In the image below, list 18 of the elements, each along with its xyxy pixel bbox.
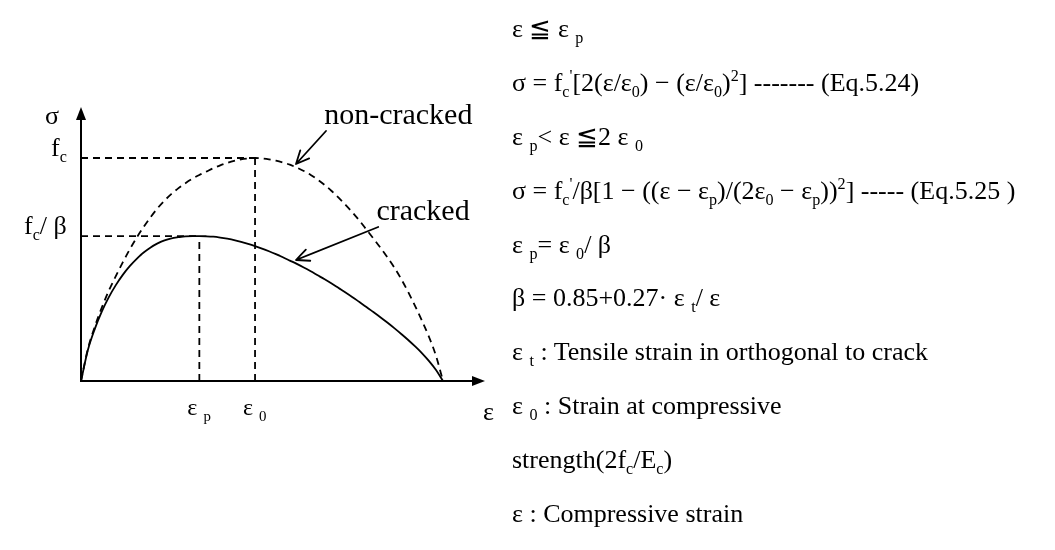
text: σ = f$_{c}$$^{'}$/β[1 − ((ε − ε$_{p}$)/(2ε$_{0}$ − ε$_{p}$))$^{2}$] ----- (Eq.5.25 ) [512,175,1016,208]
text: cracked [376,192,470,226]
text: β = 0.85+0.27· ε $_{t}$/ ε [512,283,721,316]
x-tick-label: ε $_{p}$ [187,394,211,424]
text: σ = f$_{c}$$^{'}$[2(ε/ε$_{0}$) − (ε/ε$_{0}$)$^{2}$] ------- (Eq.5.24) [512,67,920,101]
series-label: non-cracked [324,96,473,130]
x-axis-title: ε [483,397,494,426]
x-tick-label: ε $_{0}$ [243,394,267,424]
text: ε $_{0}$ : Strain at compressive [512,391,782,424]
y-axis-title: σ [45,101,60,130]
ref-line-label: f$_{c}$ [51,133,67,166]
text: ε $_{t}$ : Tensile strain in orthogonal to crack [512,337,929,370]
text: strength(2f$_{c}$/E$_{c}$) [512,445,673,478]
text: ε $_{p}$= ε $_{0}$/ β [512,229,612,262]
ref-line-label: f$_{c}$/ β [24,211,67,244]
text: ε $_{p}$< ε ≦2 ε $_{0}$ [512,121,644,154]
text: ε : Compressive strain [512,499,744,529]
text: ε ≦ ε $_{p}$ [512,14,584,47]
